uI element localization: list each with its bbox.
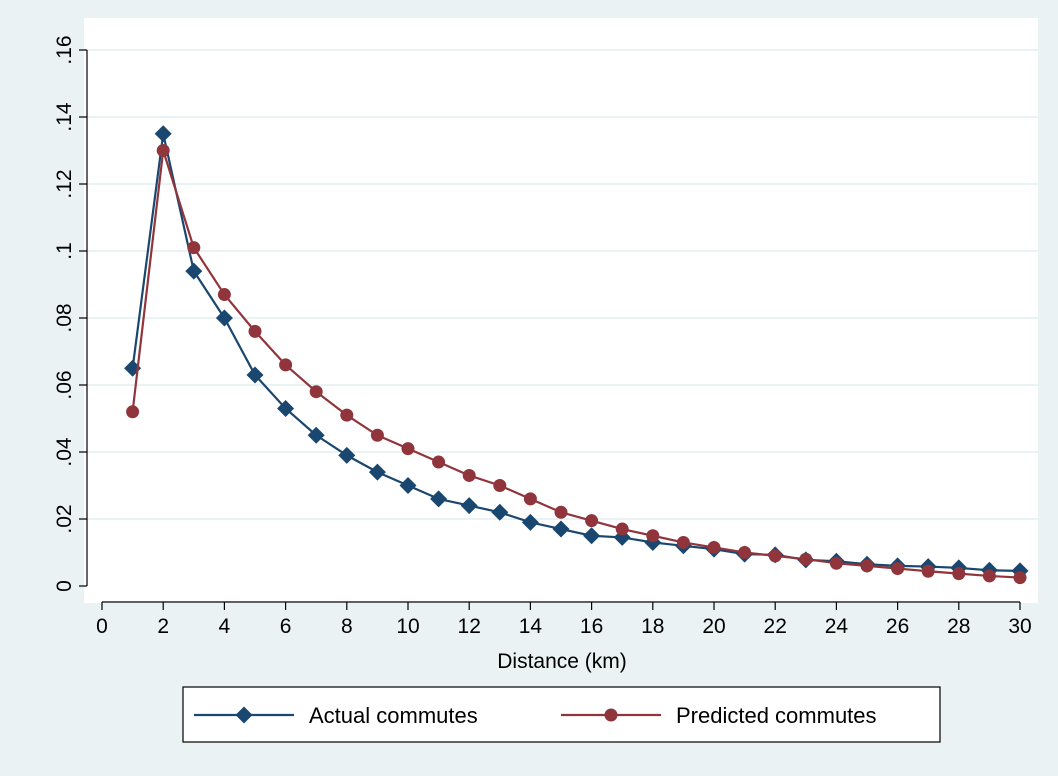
data-point-circle [493, 479, 507, 492]
y-tick-label: .12 [53, 169, 76, 198]
data-point-diamond [460, 497, 478, 515]
x-tick-label: 10 [396, 615, 419, 638]
data-point-circle [279, 358, 293, 372]
legend-marker [235, 706, 253, 724]
data-point-circle [952, 567, 966, 581]
x-tick-label: 16 [580, 615, 603, 638]
data-point-diamond [246, 366, 264, 384]
data-point-circle [217, 288, 231, 302]
data-point-circle [401, 442, 415, 456]
data-point-circle [768, 549, 782, 563]
data-point-diamond [552, 520, 570, 538]
x-tick-label: 12 [458, 615, 481, 638]
legend-marker [604, 708, 618, 722]
data-point-circle [921, 564, 935, 578]
data-point-diamond [338, 446, 356, 464]
series-group [126, 144, 1027, 585]
data-point-diamond [215, 309, 233, 327]
data-point-circle [829, 556, 843, 570]
data-point-diamond [583, 527, 601, 545]
data-point-diamond [277, 399, 295, 417]
data-point-circle [860, 559, 874, 573]
data-point-circle [707, 540, 721, 554]
y-tick-label: .14 [53, 102, 76, 132]
data-point-diamond [368, 463, 386, 481]
data-point-circle [1013, 571, 1027, 585]
x-tick-label: 30 [1008, 615, 1031, 638]
y-tick-label: .16 [53, 35, 76, 64]
x-tick-label: 26 [886, 615, 909, 638]
data-point-circle [982, 569, 996, 583]
data-point-circle [432, 455, 446, 469]
data-point-circle [554, 505, 568, 519]
data-point-diamond [154, 125, 172, 143]
data-point-circle [523, 492, 537, 506]
x-tick-label: 2 [157, 615, 169, 638]
x-tick-label: 4 [219, 615, 231, 638]
data-point-diamond [185, 262, 203, 280]
data-point-circle [309, 385, 323, 399]
x-tick-label: 14 [519, 615, 543, 638]
data-point-circle [615, 522, 629, 536]
axes: 0.02.04.06.08.1.12.14.160 2 4 6 8 10 12 14 16 18 2… [53, 35, 1032, 638]
data-point-diamond [430, 490, 448, 508]
plot-area [84, 18, 1038, 603]
data-point-circle [187, 241, 201, 255]
data-point-circle [891, 562, 905, 576]
x-tick-label: 22 [764, 615, 787, 638]
x-axis-title: Distance (km) [497, 650, 627, 673]
data-point-diamond [399, 477, 417, 494]
x-tick-label: 24 [825, 615, 849, 638]
x-tick-label: 0 [96, 615, 108, 638]
y-tick-label: .04 [53, 437, 76, 467]
data-point-circle [646, 529, 660, 543]
x-tick-label: 20 [702, 615, 725, 638]
legend-label: Predicted commutes [676, 703, 877, 728]
x-tick-label: 8 [341, 615, 353, 638]
y-tick-label: 0 [53, 580, 76, 592]
data-point-circle [248, 324, 262, 338]
data-point-circle [340, 408, 354, 422]
x-tick-label: 28 [947, 615, 970, 638]
data-point-circle [126, 405, 140, 419]
legend-label: Actual commutes [309, 703, 478, 728]
x-tick-label: 6 [280, 615, 292, 638]
y-tick-label: .08 [53, 303, 76, 332]
data-point-circle [676, 535, 690, 549]
data-point-diamond [521, 513, 539, 531]
data-point-circle [585, 514, 599, 528]
data-point-circle [370, 428, 384, 442]
data-point-diamond [307, 426, 325, 444]
x-tick-label: 18 [641, 615, 664, 638]
data-point-circle [738, 546, 752, 559]
data-point-circle [799, 552, 813, 566]
y-tick-label: .06 [53, 370, 76, 399]
series-layer [124, 125, 1029, 585]
data-point-circle [156, 144, 170, 157]
data-point-diamond [491, 503, 509, 521]
legend: Actual commutes Predicted commutes [182, 686, 941, 743]
y-tick-label: .02 [53, 504, 76, 533]
y-tick-label: .1 [53, 242, 76, 260]
data-point-circle [462, 468, 476, 482]
